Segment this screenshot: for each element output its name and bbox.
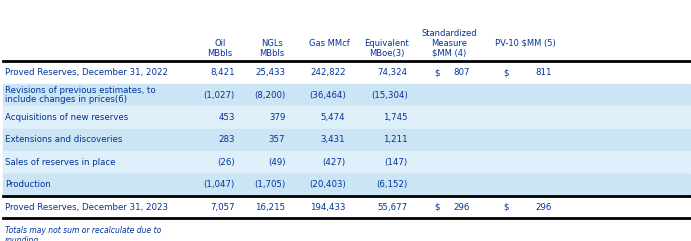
Text: Extensions and discoveries: Extensions and discoveries bbox=[5, 135, 122, 144]
Text: (20,403): (20,403) bbox=[309, 180, 346, 189]
Text: 296: 296 bbox=[453, 203, 470, 212]
Text: PV-10 $MM (5): PV-10 $MM (5) bbox=[495, 39, 556, 48]
Text: NGLs: NGLs bbox=[261, 39, 283, 48]
Bar bbox=[3, 174, 690, 196]
Text: (8,200): (8,200) bbox=[254, 91, 285, 100]
Text: 25,433: 25,433 bbox=[255, 68, 285, 77]
Bar bbox=[3, 84, 690, 106]
Text: (427): (427) bbox=[323, 158, 346, 167]
Text: Proved Reserves, December 31, 2023: Proved Reserves, December 31, 2023 bbox=[5, 203, 168, 212]
Text: (26): (26) bbox=[217, 158, 235, 167]
Text: $MM (4): $MM (4) bbox=[432, 49, 466, 58]
Text: Gas MMcf: Gas MMcf bbox=[309, 39, 349, 48]
Text: 3,431: 3,431 bbox=[321, 135, 346, 144]
Text: include changes in prices(6): include changes in prices(6) bbox=[5, 95, 127, 104]
Text: MBbls: MBbls bbox=[259, 49, 284, 58]
Text: Production: Production bbox=[5, 180, 50, 189]
Text: 7,057: 7,057 bbox=[210, 203, 235, 212]
Text: Measure: Measure bbox=[431, 39, 467, 48]
Text: Totals may not sum or recalculate due to
rounding: Totals may not sum or recalculate due to… bbox=[5, 226, 161, 241]
Text: Standardized: Standardized bbox=[422, 29, 477, 38]
Text: 55,677: 55,677 bbox=[377, 203, 408, 212]
Text: $: $ bbox=[503, 68, 509, 77]
Text: 379: 379 bbox=[269, 113, 285, 122]
Text: (36,464): (36,464) bbox=[309, 91, 346, 100]
Text: 807: 807 bbox=[453, 68, 470, 77]
Text: 74,324: 74,324 bbox=[377, 68, 408, 77]
Text: (1,705): (1,705) bbox=[254, 180, 285, 189]
Text: 811: 811 bbox=[535, 68, 551, 77]
Text: Oil: Oil bbox=[214, 39, 225, 48]
Text: 453: 453 bbox=[218, 113, 235, 122]
Text: (15,304): (15,304) bbox=[371, 91, 408, 100]
Text: Acquisitions of new reserves: Acquisitions of new reserves bbox=[5, 113, 128, 122]
Text: (1,047): (1,047) bbox=[204, 180, 235, 189]
Text: 5,474: 5,474 bbox=[321, 113, 346, 122]
Text: (147): (147) bbox=[385, 158, 408, 167]
Bar bbox=[3, 151, 690, 174]
Text: 8,421: 8,421 bbox=[210, 68, 235, 77]
Bar bbox=[3, 106, 690, 129]
Text: (6,152): (6,152) bbox=[377, 180, 408, 189]
Bar bbox=[3, 129, 690, 151]
Text: 296: 296 bbox=[535, 203, 551, 212]
Text: MBbls: MBbls bbox=[207, 49, 232, 58]
Text: 357: 357 bbox=[269, 135, 285, 144]
Text: $: $ bbox=[503, 203, 509, 212]
Text: (1,027): (1,027) bbox=[204, 91, 235, 100]
Text: 1,745: 1,745 bbox=[383, 113, 408, 122]
Bar bbox=[3, 61, 690, 84]
Text: Revisions of previous estimates, to: Revisions of previous estimates, to bbox=[5, 86, 155, 95]
Text: 283: 283 bbox=[218, 135, 235, 144]
Text: 242,822: 242,822 bbox=[310, 68, 346, 77]
Text: MBoe(3): MBoe(3) bbox=[369, 49, 405, 58]
Text: Sales of reserves in place: Sales of reserves in place bbox=[5, 158, 115, 167]
Text: Proved Reserves, December 31, 2022: Proved Reserves, December 31, 2022 bbox=[5, 68, 168, 77]
Bar bbox=[3, 196, 690, 218]
Text: (49): (49) bbox=[268, 158, 285, 167]
Text: $: $ bbox=[434, 203, 439, 212]
Text: Equivalent: Equivalent bbox=[365, 39, 409, 48]
Text: 194,433: 194,433 bbox=[310, 203, 346, 212]
Text: 16,215: 16,215 bbox=[255, 203, 285, 212]
Text: 1,211: 1,211 bbox=[383, 135, 408, 144]
Text: $: $ bbox=[434, 68, 439, 77]
